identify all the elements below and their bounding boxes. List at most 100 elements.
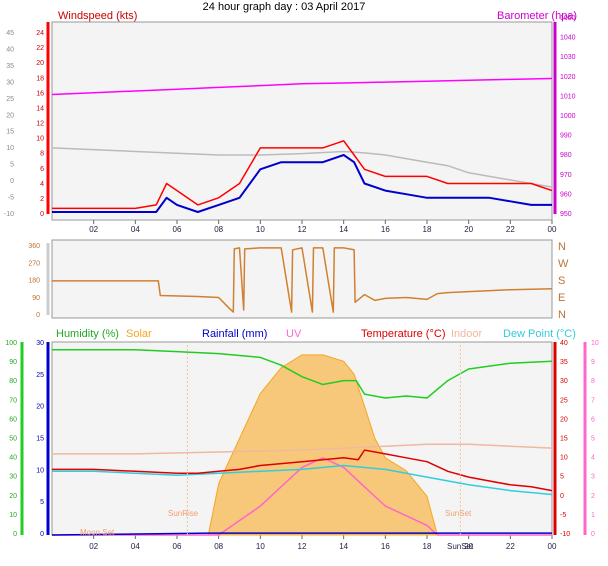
sun-moon-annotation: SunRise	[168, 509, 199, 518]
x-tick-label: 14	[339, 542, 348, 551]
x-tick-label: 08	[214, 225, 223, 234]
wind-outer-tick: 20	[6, 112, 14, 119]
rain-tick: 25	[36, 372, 44, 379]
x-tick-label: 00	[548, 542, 557, 551]
sun-moon-annotation: SunSet	[445, 509, 472, 518]
wind-inner-tick: 0	[40, 211, 44, 218]
compass-label: S	[558, 275, 565, 287]
rain-tick: 15	[36, 436, 44, 443]
humidity-tick: 60	[9, 416, 17, 423]
temp-tick: -5	[560, 512, 566, 519]
barometer-line	[51, 77, 553, 96]
wind-dir-tick: 180	[28, 278, 40, 285]
legend-entry: Dew Point (°C)	[503, 328, 576, 340]
chart-title: 24 hour graph day : 03 April 2017	[203, 1, 366, 13]
x-tick-label: 06	[173, 542, 182, 551]
temp-tick: 0	[560, 493, 564, 500]
x-tick-label: 22	[506, 225, 515, 234]
temp-tick: -10	[560, 531, 570, 538]
x-tick-label: 12	[298, 542, 307, 551]
sun-moon-annotation: Moon Set	[80, 528, 115, 537]
windspeed-line	[52, 140, 553, 210]
wind-dir-tick: 270	[28, 260, 40, 267]
uv-tick: 8	[591, 378, 595, 385]
wind-inner-tick: 16	[36, 90, 44, 97]
baro-tick: 1000	[560, 113, 576, 120]
baro-tick: 970	[560, 172, 572, 179]
wind-inner-tick: 24	[36, 30, 44, 37]
x-tick-label: 04	[131, 225, 140, 234]
x-tick-label: 18	[423, 225, 432, 234]
x-tick-label: 14	[339, 225, 348, 234]
x-tick-label: 08	[214, 542, 223, 551]
uv-tick: 3	[591, 474, 595, 481]
humidity-tick: 70	[9, 397, 17, 404]
wind-average-line	[52, 154, 552, 213]
x-tick-label: 10	[256, 542, 265, 551]
wind-dir-tick: 0	[36, 312, 40, 319]
humidity-tick: 90	[9, 359, 17, 366]
humidity-tick: 0	[13, 531, 17, 538]
legend-entry: UV	[286, 328, 302, 340]
temp-tick: 10	[560, 455, 568, 462]
plot-area-2	[51, 239, 553, 319]
wind-outer-tick: -5	[8, 195, 14, 202]
windspeed-axis-label: Windspeed (kts)	[58, 10, 137, 22]
temperature-line	[52, 449, 553, 492]
indoor-line	[52, 443, 553, 455]
rain-tick: 5	[40, 499, 44, 506]
x-tick-label: 00	[548, 225, 557, 234]
rain-tick: 0	[40, 531, 44, 538]
compass-label: N	[558, 309, 566, 321]
compass-label: N	[558, 241, 566, 253]
wind-outer-tick: 10	[6, 145, 14, 152]
humidity-tick: 20	[9, 493, 17, 500]
legend-entry: Rainfall (mm)	[202, 328, 267, 340]
x-tick-label: 06	[173, 225, 182, 234]
baro-tick: 980	[560, 152, 572, 159]
wind-inner-tick: 4	[40, 181, 44, 188]
rainfall-line	[51, 532, 552, 536]
uv-tick: 2	[591, 493, 595, 500]
baro-tick: 990	[560, 133, 572, 140]
uv-tick: 0	[591, 531, 595, 538]
baro-tick: 960	[560, 191, 572, 198]
legend-entry: Solar	[126, 328, 152, 340]
baro-tick: 1020	[560, 74, 576, 81]
compass-label: W	[558, 258, 569, 270]
uv-tick: 1	[591, 512, 595, 519]
temp-tick: 15	[560, 436, 568, 443]
uv-tick: 4	[591, 455, 595, 462]
baro-tick: 1010	[560, 93, 576, 100]
baro-tick: 950	[560, 211, 572, 218]
humidity-tick: 50	[9, 436, 17, 443]
uv-tick: 7	[591, 397, 595, 404]
humidity-tick: 10	[9, 512, 17, 519]
x-tick-label: 04	[131, 542, 140, 551]
temp-tick: 5	[560, 474, 564, 481]
x-tick-label: 16	[381, 542, 390, 551]
humidity-tick: 80	[9, 378, 17, 385]
grey-trace-line	[51, 147, 553, 188]
barometer-axis-label: Barometer (hpa)	[497, 10, 577, 22]
wind-inner-tick: 2	[40, 196, 44, 203]
wind-outer-tick: 45	[6, 30, 14, 37]
x-tick-label: 20	[464, 225, 473, 234]
wind-outer-tick: -10	[4, 211, 14, 218]
humidity-line	[52, 348, 553, 399]
wind-inner-tick: 22	[36, 45, 44, 52]
uv-tick: 9	[591, 359, 595, 366]
sun-moon-annotation: SunSet	[447, 542, 474, 551]
uv-tick: 5	[591, 436, 595, 443]
wind-outer-tick: 25	[6, 96, 14, 103]
temp-tick: 20	[560, 416, 568, 423]
uv-line	[52, 457, 552, 536]
x-tick-label: 20	[464, 542, 473, 551]
x-tick-label: 02	[89, 225, 98, 234]
temp-tick: 25	[560, 397, 568, 404]
x-tick-label: 02	[89, 542, 98, 551]
legend-entry: Indoor	[451, 328, 483, 340]
wind-outer-tick: 30	[6, 79, 14, 86]
